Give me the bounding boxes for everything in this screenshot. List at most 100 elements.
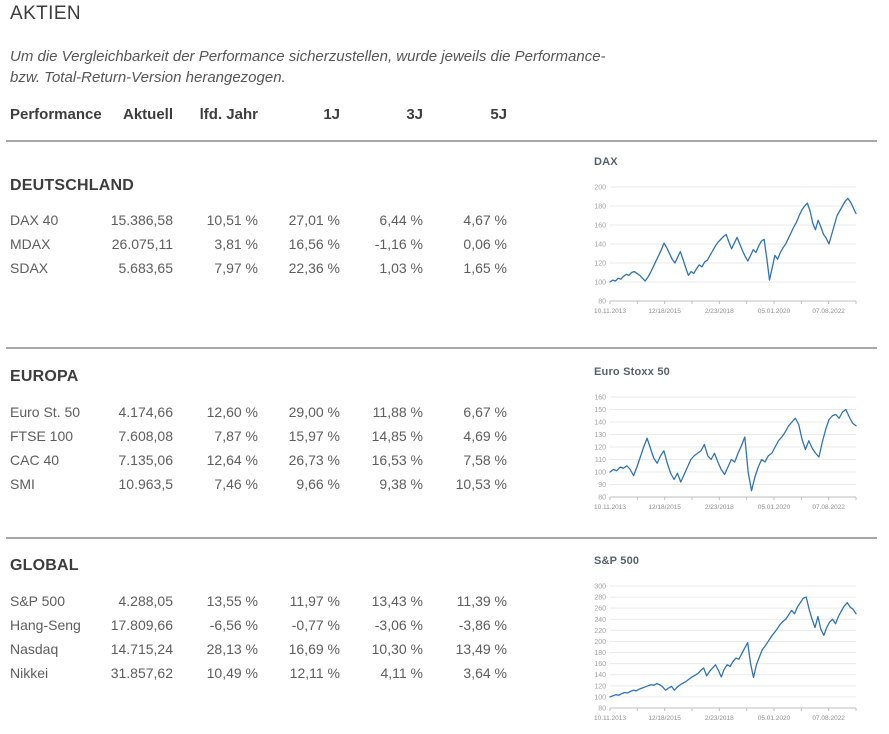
chart-s-p-500: S&P 500 300 280 260 240 220 200 180 160 140 120 100…	[586, 555, 864, 724]
chart-title-dax: DAX	[594, 156, 618, 168]
value-cell: 0,06 %	[463, 236, 507, 252]
value-cell: 12,64 %	[206, 452, 258, 468]
table-header-row: Performance Aktuell lfd. Jahr 1J 3J 5J	[10, 106, 507, 123]
svg-text:10.11.2013: 10.11.2013	[594, 308, 626, 315]
column-header-1j: 1J	[323, 106, 340, 123]
value-cell: 15.386,58	[110, 212, 173, 228]
index-name: Nasdaq	[10, 641, 59, 657]
svg-text:140: 140	[594, 420, 606, 427]
index-name: MDAX	[10, 236, 51, 252]
value-cell: 10,51 %	[206, 212, 258, 228]
svg-text:120: 120	[594, 445, 606, 452]
section-title-deutschland: DEUTSCHLAND	[10, 177, 134, 194]
value-cell: 10,53 %	[455, 476, 507, 492]
value-cell: 11,88 %	[372, 404, 423, 420]
value-cell: 1,03 %	[379, 260, 423, 276]
value-cell: 4,67 %	[463, 212, 507, 228]
svg-text:300: 300	[594, 584, 606, 591]
value-cell: 12,60 %	[206, 404, 258, 420]
svg-text:07.08.2022: 07.08.2022	[812, 308, 845, 315]
svg-text:120: 120	[594, 261, 606, 268]
svg-text:07.08.2022: 07.08.2022	[812, 504, 845, 511]
index-name: DAX 40	[10, 212, 59, 228]
svg-text:2/23/2018: 2/23/2018	[705, 504, 734, 511]
index-name: SDAX	[10, 260, 49, 276]
svg-text:150: 150	[594, 407, 606, 414]
svg-text:05.01.2020: 05.01.2020	[758, 504, 791, 511]
value-cell: 7,46 %	[214, 476, 258, 492]
value-cell: 7,58 %	[463, 452, 507, 468]
value-cell: 4.174,66	[118, 404, 174, 420]
value-cell: 31.857,62	[110, 665, 173, 681]
svg-text:05.01.2020: 05.01.2020	[758, 715, 791, 722]
chart-title-s-p-500: S&P 500	[594, 555, 640, 567]
value-cell: -3,86 %	[458, 617, 507, 633]
value-cell: 7.135,06	[118, 452, 174, 468]
value-cell: 6,67 %	[463, 404, 507, 420]
section-rows-europa: Euro St. 50 4.174,66 12,60 % 29,00 % 11,88 %…	[10, 400, 507, 496]
value-cell: 9,66 %	[296, 476, 340, 492]
value-cell: 14.715,24	[110, 641, 173, 657]
svg-text:12/18/2015: 12/18/2015	[648, 308, 681, 315]
svg-text:140: 140	[594, 242, 606, 249]
svg-text:180: 180	[594, 650, 606, 657]
value-cell: 10,49 %	[206, 665, 258, 681]
value-cell: 26.075,11	[111, 236, 173, 252]
index-name: S&P 500	[10, 593, 66, 609]
value-cell: -1,16 %	[374, 236, 423, 252]
chart-title-euro-stoxx-50: Euro Stoxx 50	[594, 366, 670, 378]
svg-text:160: 160	[594, 223, 606, 230]
svg-text:12/18/2015: 12/18/2015	[648, 715, 681, 722]
section-rows-global: S&P 500 4.288,05 13,55 % 11,97 % 13,43 % 11,3…	[10, 589, 507, 685]
svg-text:90: 90	[598, 482, 606, 489]
value-cell: 13,49 %	[455, 641, 507, 657]
svg-text:180: 180	[594, 204, 606, 211]
performance-line-chart-s-p-500: 300 280 260 240 220 200 180 160 140 120 100 80 10.11…	[594, 584, 857, 722]
index-name: Euro St. 50	[10, 404, 81, 420]
page-title: AKTIEN	[10, 3, 82, 24]
svg-text:100: 100	[594, 694, 606, 701]
value-cell: 1,65 %	[463, 260, 507, 276]
value-cell: 11,97 %	[289, 593, 340, 609]
value-cell: 7.608,08	[118, 428, 174, 444]
column-header-lfd-jahr: lfd. Jahr	[199, 106, 258, 123]
section-divider-global	[6, 537, 877, 539]
svg-text:10.11.2013: 10.11.2013	[594, 504, 626, 511]
svg-text:12/18/2015: 12/18/2015	[648, 504, 681, 511]
column-header-5j: 5J	[490, 106, 507, 123]
value-cell: 26,73 %	[288, 452, 340, 468]
column-header-performance: Performance	[10, 106, 102, 123]
value-cell: 7,87 %	[214, 428, 258, 444]
value-cell: 27,01 %	[288, 212, 340, 228]
value-cell: 16,53 %	[371, 452, 423, 468]
svg-text:80: 80	[598, 495, 606, 502]
value-cell: 17.809,66	[110, 617, 173, 633]
value-cell: 4,11 %	[380, 665, 423, 681]
intro-note-line-2: bzw. Total-Return-Version herangezogen.	[10, 69, 286, 86]
section-title-global: GLOBAL	[10, 557, 79, 574]
section-divider-europa	[6, 347, 877, 349]
svg-text:80: 80	[598, 299, 606, 306]
value-cell: 12,11 %	[289, 665, 340, 681]
section-rows-deutschland: DAX 40 15.386,58 10,51 % 27,01 % 6,44 % 4,67 …	[10, 208, 507, 280]
value-cell: -0,77 %	[291, 617, 340, 633]
value-cell: 11,39 %	[456, 593, 507, 609]
performance-line-chart-dax: 200 180 160 140 120 100 80 10.11.2013 12/18/2015…	[594, 185, 857, 315]
value-cell: 16,69 %	[288, 641, 340, 657]
column-header-aktuell: Aktuell	[122, 106, 173, 123]
intro-note: Um die Vergleichbarkeit der Performance …	[10, 46, 630, 88]
svg-text:100: 100	[594, 280, 606, 287]
index-name: CAC 40	[10, 452, 60, 468]
value-cell: 14,85 %	[371, 428, 423, 444]
svg-text:130: 130	[594, 432, 606, 439]
column-header-3j: 3J	[406, 106, 423, 123]
svg-text:200: 200	[594, 639, 606, 646]
value-cell: -3,06 %	[374, 617, 423, 633]
value-cell: 28,13 %	[206, 641, 258, 657]
svg-text:10.11.2013: 10.11.2013	[594, 715, 626, 722]
svg-text:110: 110	[595, 457, 606, 464]
svg-text:280: 280	[594, 595, 606, 602]
svg-text:260: 260	[594, 606, 606, 613]
value-cell: 5.683,65	[118, 260, 174, 276]
value-cell: -6,56 %	[209, 617, 258, 633]
